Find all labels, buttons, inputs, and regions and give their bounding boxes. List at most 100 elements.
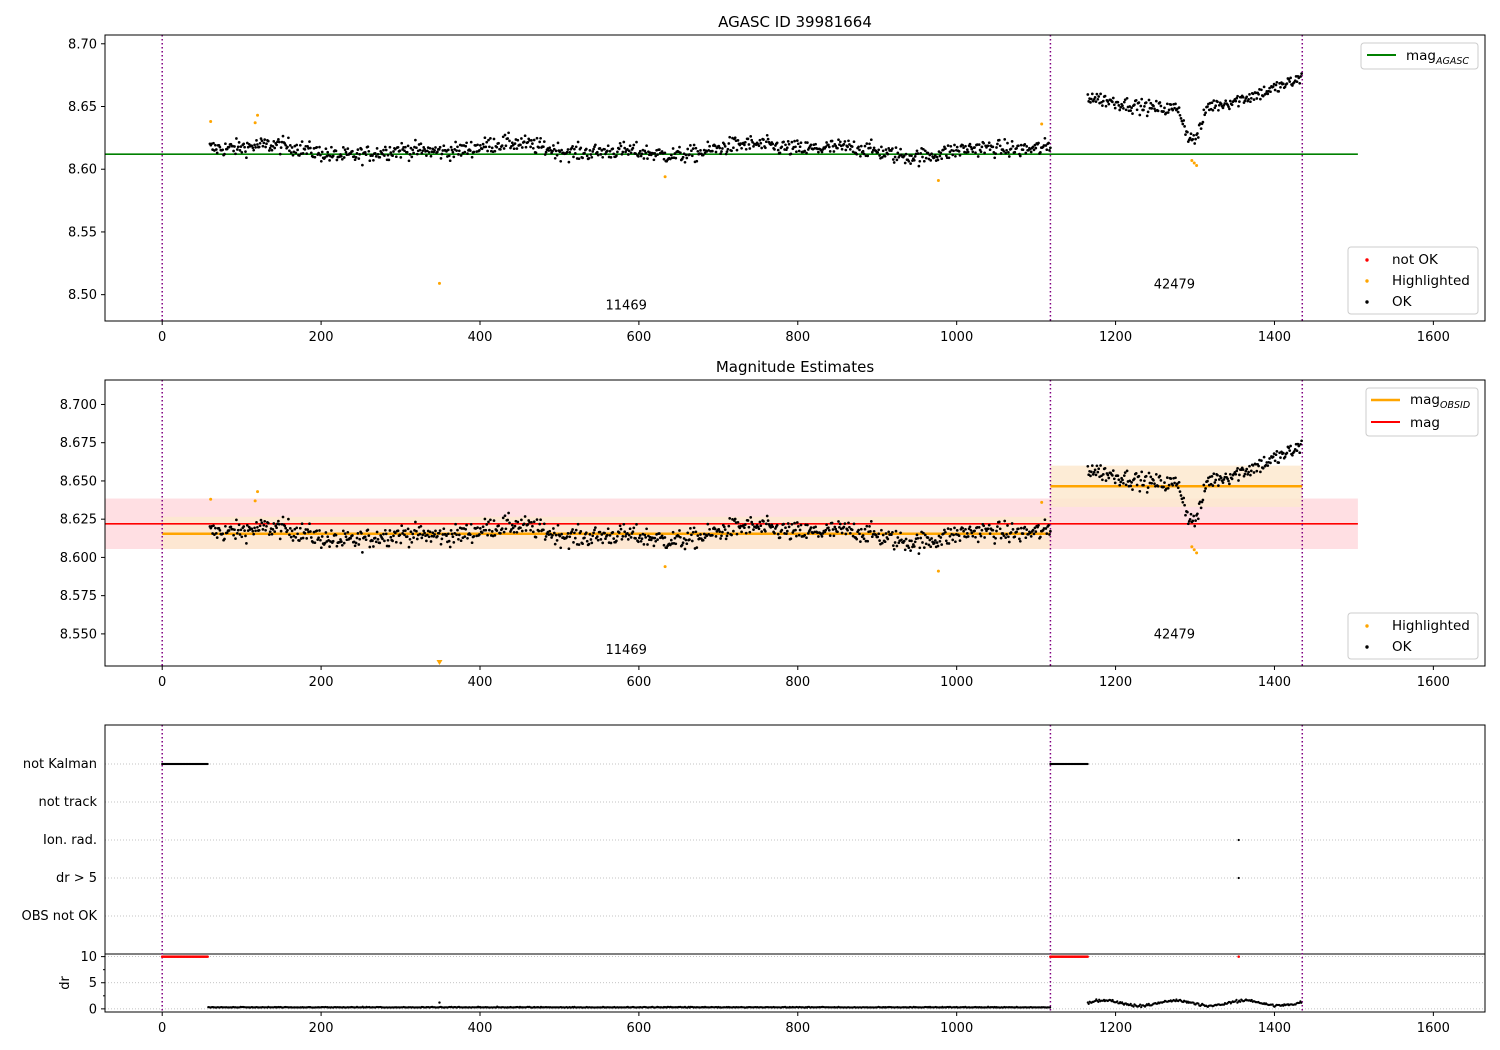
ok-point [846,145,849,149]
ok-point [552,527,555,530]
ok-point [987,141,991,145]
ok-point [504,144,508,148]
ok-point [930,152,933,156]
ok-point [752,528,755,531]
ok-point [735,532,739,536]
ok-point [480,531,484,534]
ok-point [472,535,476,538]
ok-point [355,151,359,155]
ok-point [394,155,398,159]
ok-point [353,544,357,548]
ok-point [1279,85,1282,89]
highlighted-point [253,121,257,125]
ok-point [695,546,699,549]
ok-point [973,146,976,149]
ok-point [301,536,305,540]
ok-point [360,531,363,535]
ok-point [381,152,384,156]
ok-point [519,143,522,147]
flag-point [1086,762,1089,766]
ok-point [589,538,593,541]
ok-point [1257,92,1260,96]
ok-point [245,524,249,527]
ok-point [393,531,397,535]
ok-point [1015,146,1018,150]
ok-point [446,532,450,536]
ok-point [376,152,380,156]
ok-point [1043,518,1047,522]
ok-point [1236,94,1239,98]
ok-point [603,147,606,151]
ok-point [778,151,782,155]
legend-highlighted-label: Highlighted [1392,618,1470,634]
ok-point [1261,466,1265,470]
ok-point [1176,486,1180,490]
ok-point [405,150,409,154]
ok-point [264,145,267,149]
ok-point [371,154,374,157]
ok-point [520,529,524,533]
ok-point [1174,476,1177,480]
ok-point [1206,105,1209,108]
ok-point [1166,486,1170,490]
ok-point [916,152,920,155]
ok-point [1142,108,1145,112]
ok-point [493,534,497,537]
ok-point [457,533,461,537]
ok-point [1235,469,1239,473]
ok-point [913,155,917,158]
ok-point [441,149,445,152]
ok-point [366,145,370,149]
ok-point [212,141,215,145]
ok-point [587,542,591,546]
ok-point [998,527,1002,531]
ok-point [816,147,819,151]
ok-point [690,154,694,158]
ok-point [1243,472,1247,476]
highlighted-point [1192,161,1196,165]
ok-point [263,138,267,141]
ok-point [1262,85,1266,89]
ok-point [1149,475,1153,479]
ok-point [991,145,995,149]
ok-point [1042,144,1046,147]
ok-point [512,530,516,534]
ok-point [764,522,768,526]
ok-point [309,151,313,155]
ok-point [615,154,618,158]
ok-point [1182,119,1186,122]
ok-point [857,528,860,532]
ok-point [673,536,677,540]
ok-point [367,149,371,153]
ok-point [1031,145,1035,149]
flag-point [1237,838,1240,842]
ok-point [986,144,990,148]
ok-point [391,154,394,158]
ok-point [612,537,616,540]
ok-point [1096,97,1100,101]
ok-point [585,539,589,543]
ok-point [215,536,219,539]
ok-point [1275,450,1279,453]
ok-point [859,154,862,158]
ok-point [358,152,362,156]
ok-point [425,539,428,543]
ok-point [1125,469,1129,473]
ok-point [634,537,637,540]
ok-point [574,528,578,532]
ok-point [1010,522,1014,525]
ok-point [268,530,272,534]
ok-point [358,537,362,541]
ok-point [1145,114,1149,118]
ok-point [468,149,472,152]
ok-point [974,535,977,539]
ok-point [1037,524,1040,527]
ok-point [937,534,941,538]
ok-point [265,524,268,528]
ok-point [964,144,967,148]
ok-point [726,147,730,151]
ok-point [214,148,218,151]
ok-point [456,528,459,532]
ok-point [624,534,627,538]
